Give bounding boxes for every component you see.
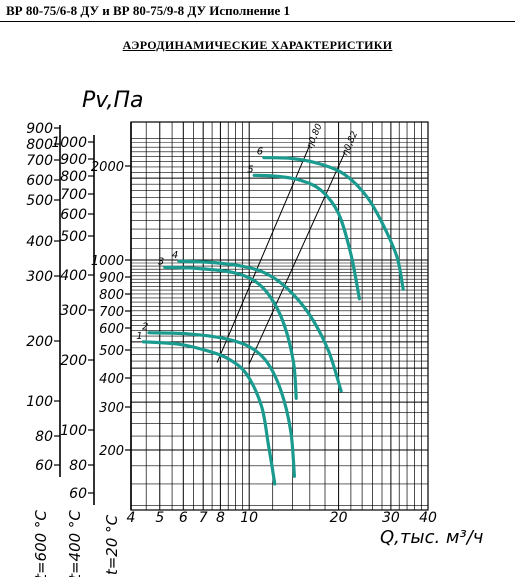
y-tick-label: 1000 bbox=[51, 135, 87, 151]
series-curve-1 bbox=[141, 340, 277, 486]
temperature-label: t=600 °C bbox=[32, 510, 50, 577]
y-tick-label: 500 bbox=[60, 229, 87, 245]
y-tick-label: 2000 bbox=[91, 160, 124, 175]
x-tick-label: 4 bbox=[127, 510, 136, 526]
x-tick-label: 5 bbox=[155, 510, 164, 526]
y-tick-label: 800 bbox=[26, 137, 53, 153]
y-tick-label: 200 bbox=[26, 334, 53, 350]
series-curve-3 bbox=[163, 265, 298, 400]
y-tick-label: 400 bbox=[26, 234, 53, 250]
efficiency-label: η0,82 bbox=[341, 130, 361, 158]
y-tick-label: 700 bbox=[99, 305, 124, 320]
y-tick-label: 1000 bbox=[91, 254, 124, 269]
series-label-5: 5 bbox=[247, 164, 253, 175]
y-tick-label: 900 bbox=[99, 271, 124, 286]
labels: η0,80 η0,82 12 34 56 bbox=[136, 122, 360, 342]
x-tick-label: 10 bbox=[240, 510, 258, 526]
document-header: ВР 80-75/6-8 ДУ и ВР 80-75/9-8 ДУ Исполн… bbox=[0, 0, 515, 22]
y-tick-label: 300 bbox=[26, 269, 53, 285]
y-tick-label: 800 bbox=[60, 169, 87, 185]
y-tick-label: 600 bbox=[26, 173, 53, 189]
y-tick-label: 800 bbox=[99, 288, 124, 303]
y-tick-label: 100 bbox=[60, 423, 87, 439]
y-tick-label: 600 bbox=[99, 322, 124, 337]
y-tick-label: 200 bbox=[60, 353, 87, 369]
series-label-4: 4 bbox=[172, 250, 178, 261]
chart-title: АЭРОДИНАМИЧЕСКИЕ ХАРАКТЕРИСТИКИ bbox=[122, 38, 393, 52]
document-title: ВР 80-75/6-8 ДУ и ВР 80-75/9-8 ДУ Исполн… bbox=[6, 3, 291, 18]
y-tick-label: 900 bbox=[60, 152, 87, 168]
y-tick-label: 300 bbox=[99, 401, 124, 416]
y-tick-label: 60 bbox=[69, 486, 87, 502]
y-tick-label: 900 bbox=[26, 121, 53, 137]
series-label-2: 2 bbox=[142, 322, 148, 333]
series-label-1: 1 bbox=[136, 331, 142, 342]
y-tick-label: 400 bbox=[99, 372, 124, 387]
efficiency-label: η0,80 bbox=[305, 122, 324, 150]
x-axis-title: Q,тыс. м³/ч bbox=[380, 527, 483, 548]
y-tick-label: 80 bbox=[69, 458, 87, 474]
y-tick-label: 700 bbox=[60, 187, 87, 203]
y-tick-label: 700 bbox=[26, 153, 53, 169]
series-curve-2 bbox=[147, 331, 296, 478]
y-tick-label: 200 bbox=[99, 444, 124, 459]
series-label-3: 3 bbox=[158, 256, 164, 267]
y-tick-label: 60 bbox=[35, 458, 53, 474]
y-tick-label: 500 bbox=[99, 344, 124, 359]
series-curve-6 bbox=[262, 156, 405, 291]
y-tick-label: 100 bbox=[26, 394, 53, 410]
x-tick-label: 40 bbox=[419, 510, 437, 526]
y-tick-label: 600 bbox=[60, 207, 87, 223]
temperature-label: t=400 °C bbox=[66, 510, 84, 577]
header-rule bbox=[0, 21, 515, 22]
temperature-label: t=20 °C bbox=[103, 514, 121, 575]
y-axis-title: Pv,Па bbox=[82, 88, 144, 113]
x-tick-label: 30 bbox=[382, 510, 400, 526]
y-tick-label: 300 bbox=[60, 303, 87, 319]
series-curve-4 bbox=[177, 259, 343, 393]
x-tick-label: 20 bbox=[330, 510, 348, 526]
y-tick-label: 500 bbox=[26, 193, 53, 209]
series-label-6: 6 bbox=[257, 147, 263, 158]
y-tick-label: 80 bbox=[35, 429, 53, 445]
efficiency-line bbox=[248, 152, 346, 365]
efficiency-line bbox=[216, 144, 311, 363]
y-tick-label: 400 bbox=[60, 268, 87, 284]
x-tick-label: 8 bbox=[216, 510, 225, 526]
series-curve-5 bbox=[252, 173, 361, 301]
x-tick-label: 7 bbox=[199, 510, 208, 526]
x-tick-label: 6 bbox=[179, 510, 188, 526]
series bbox=[141, 144, 405, 486]
